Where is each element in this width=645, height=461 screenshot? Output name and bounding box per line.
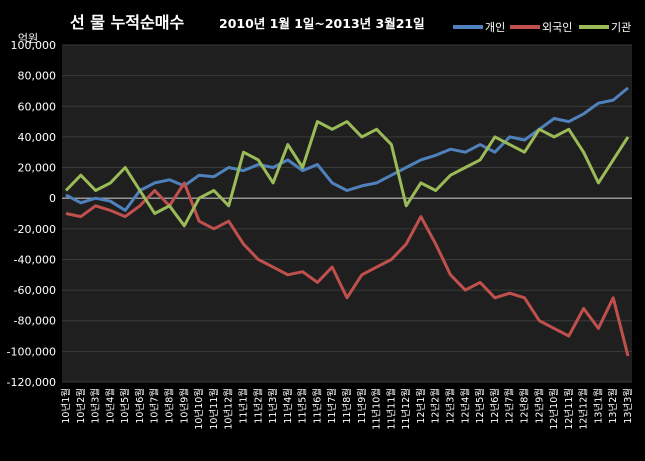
x-tick-label: 10년12월: [223, 388, 235, 430]
x-tick-label: 12년11월: [563, 388, 575, 430]
y-tick-label: 100,000: [11, 39, 57, 52]
x-tick-label: 11년12월: [400, 388, 412, 430]
y-tick-label: 0: [49, 192, 56, 205]
x-tick-label: 10년2월: [75, 388, 87, 424]
legend-item-institution: 기관: [579, 21, 631, 34]
y-tick-label: 60,000: [18, 100, 57, 113]
x-tick-label: 11년8월: [341, 388, 353, 424]
y-tick-label: 40,000: [18, 131, 57, 144]
x-tick-label: 10년5월: [119, 388, 131, 424]
y-axis-unit-label: 억원: [18, 32, 38, 45]
x-tick-label: 10년10월: [193, 388, 205, 430]
series-line-0: [65, 86, 629, 212]
gridlines: [62, 44, 632, 383]
x-tick-label: 10년1월: [60, 388, 72, 424]
chart-title: 선 물 누적순매수: [70, 13, 184, 32]
x-tick-label: 10년6월: [134, 388, 146, 424]
x-tick-label: 13년2월: [607, 388, 619, 424]
x-tick-label: 10년4월: [104, 388, 116, 424]
x-axis-ticks: 10년1월 10년2월 10년3월 10년4월 10년5월 10년6월 10년7월 10년8월…: [60, 388, 634, 430]
x-tick-label: 12년2월: [430, 388, 442, 424]
x-tick-label: 13년1월: [592, 388, 604, 424]
series-line-1: [65, 181, 630, 357]
x-tick-label: 11년3월: [267, 388, 279, 424]
y-tick-label: -100,000: [7, 345, 56, 358]
x-tick-label: 12년6월: [489, 388, 501, 424]
legend-item-foreign: 외국인: [510, 21, 572, 34]
x-tick-label: 11년11월: [385, 388, 397, 430]
x-tick-label: 12년10월: [548, 388, 560, 430]
x-tick-label: 11년5월: [297, 388, 309, 424]
y-tick-label: -80,000: [14, 315, 56, 328]
x-tick-label: 11년10월: [371, 388, 383, 430]
legend-item-individual: 개인: [453, 21, 505, 34]
x-tick-label: 10년11월: [208, 388, 220, 430]
x-tick-label: 11년1월: [237, 388, 249, 424]
x-tick-label: 11년7월: [326, 388, 338, 424]
y-tick-label: -20,000: [14, 223, 56, 236]
x-tick-label: 11년9월: [356, 388, 368, 424]
x-tick-label: 12년3월: [445, 388, 457, 424]
chart-subtitle: 2010년 1월 1일~2013년 3월21일: [219, 16, 425, 31]
legend-label-institution: 기관: [611, 21, 631, 34]
x-tick-label: 11년2월: [252, 388, 264, 424]
y-tick-label: -60,000: [14, 284, 56, 297]
x-tick-label: 12년12월: [578, 388, 590, 430]
x-tick-label: 12년4월: [459, 388, 471, 424]
x-tick-label: 12년5월: [474, 388, 486, 424]
x-tick-label: 12년8월: [518, 388, 530, 424]
y-tick-label: 80,000: [18, 70, 57, 83]
legend-label-individual: 개인: [485, 21, 505, 34]
x-tick-label: 11년6월: [311, 388, 323, 424]
x-tick-label: 10년9월: [178, 388, 190, 424]
x-tick-label: 12년1월: [415, 388, 427, 424]
x-tick-label: 12년7월: [504, 388, 516, 424]
y-tick-label: 20,000: [18, 162, 57, 175]
y-tick-label: -40,000: [14, 253, 56, 266]
x-tick-label: 10년7월: [149, 388, 161, 424]
x-tick-label: 10년3월: [90, 388, 102, 424]
y-tick-label: -120,000: [7, 376, 56, 389]
plot-area: [62, 45, 632, 382]
x-tick-label: 11년4월: [282, 388, 294, 424]
x-tick-label: 10년8월: [164, 388, 176, 424]
x-tick-label: 13년3월: [622, 388, 634, 424]
x-tick-label: 12년9월: [533, 388, 545, 424]
series-lines: [64, 86, 630, 357]
legend-label-foreign: 외국인: [542, 21, 572, 34]
y-axis-ticks: 100,000 80,000 60,000 40,000 20,000 0 -20,000 -…: [7, 39, 56, 389]
series-line-2: [64, 120, 630, 228]
legend: 개인 외국인 기관: [453, 21, 631, 34]
